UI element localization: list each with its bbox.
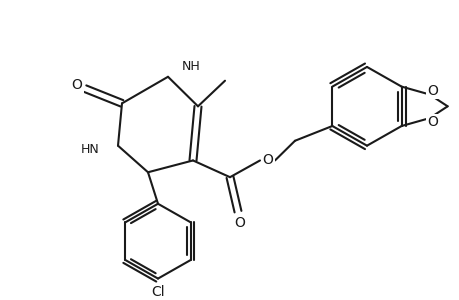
Text: Cl: Cl	[151, 285, 164, 299]
Text: HN: HN	[81, 143, 100, 156]
Text: NH: NH	[182, 60, 200, 74]
Text: O: O	[426, 115, 437, 129]
Text: O: O	[426, 84, 437, 98]
Text: O: O	[234, 217, 245, 230]
Text: O: O	[72, 78, 82, 92]
Text: O: O	[262, 154, 273, 167]
